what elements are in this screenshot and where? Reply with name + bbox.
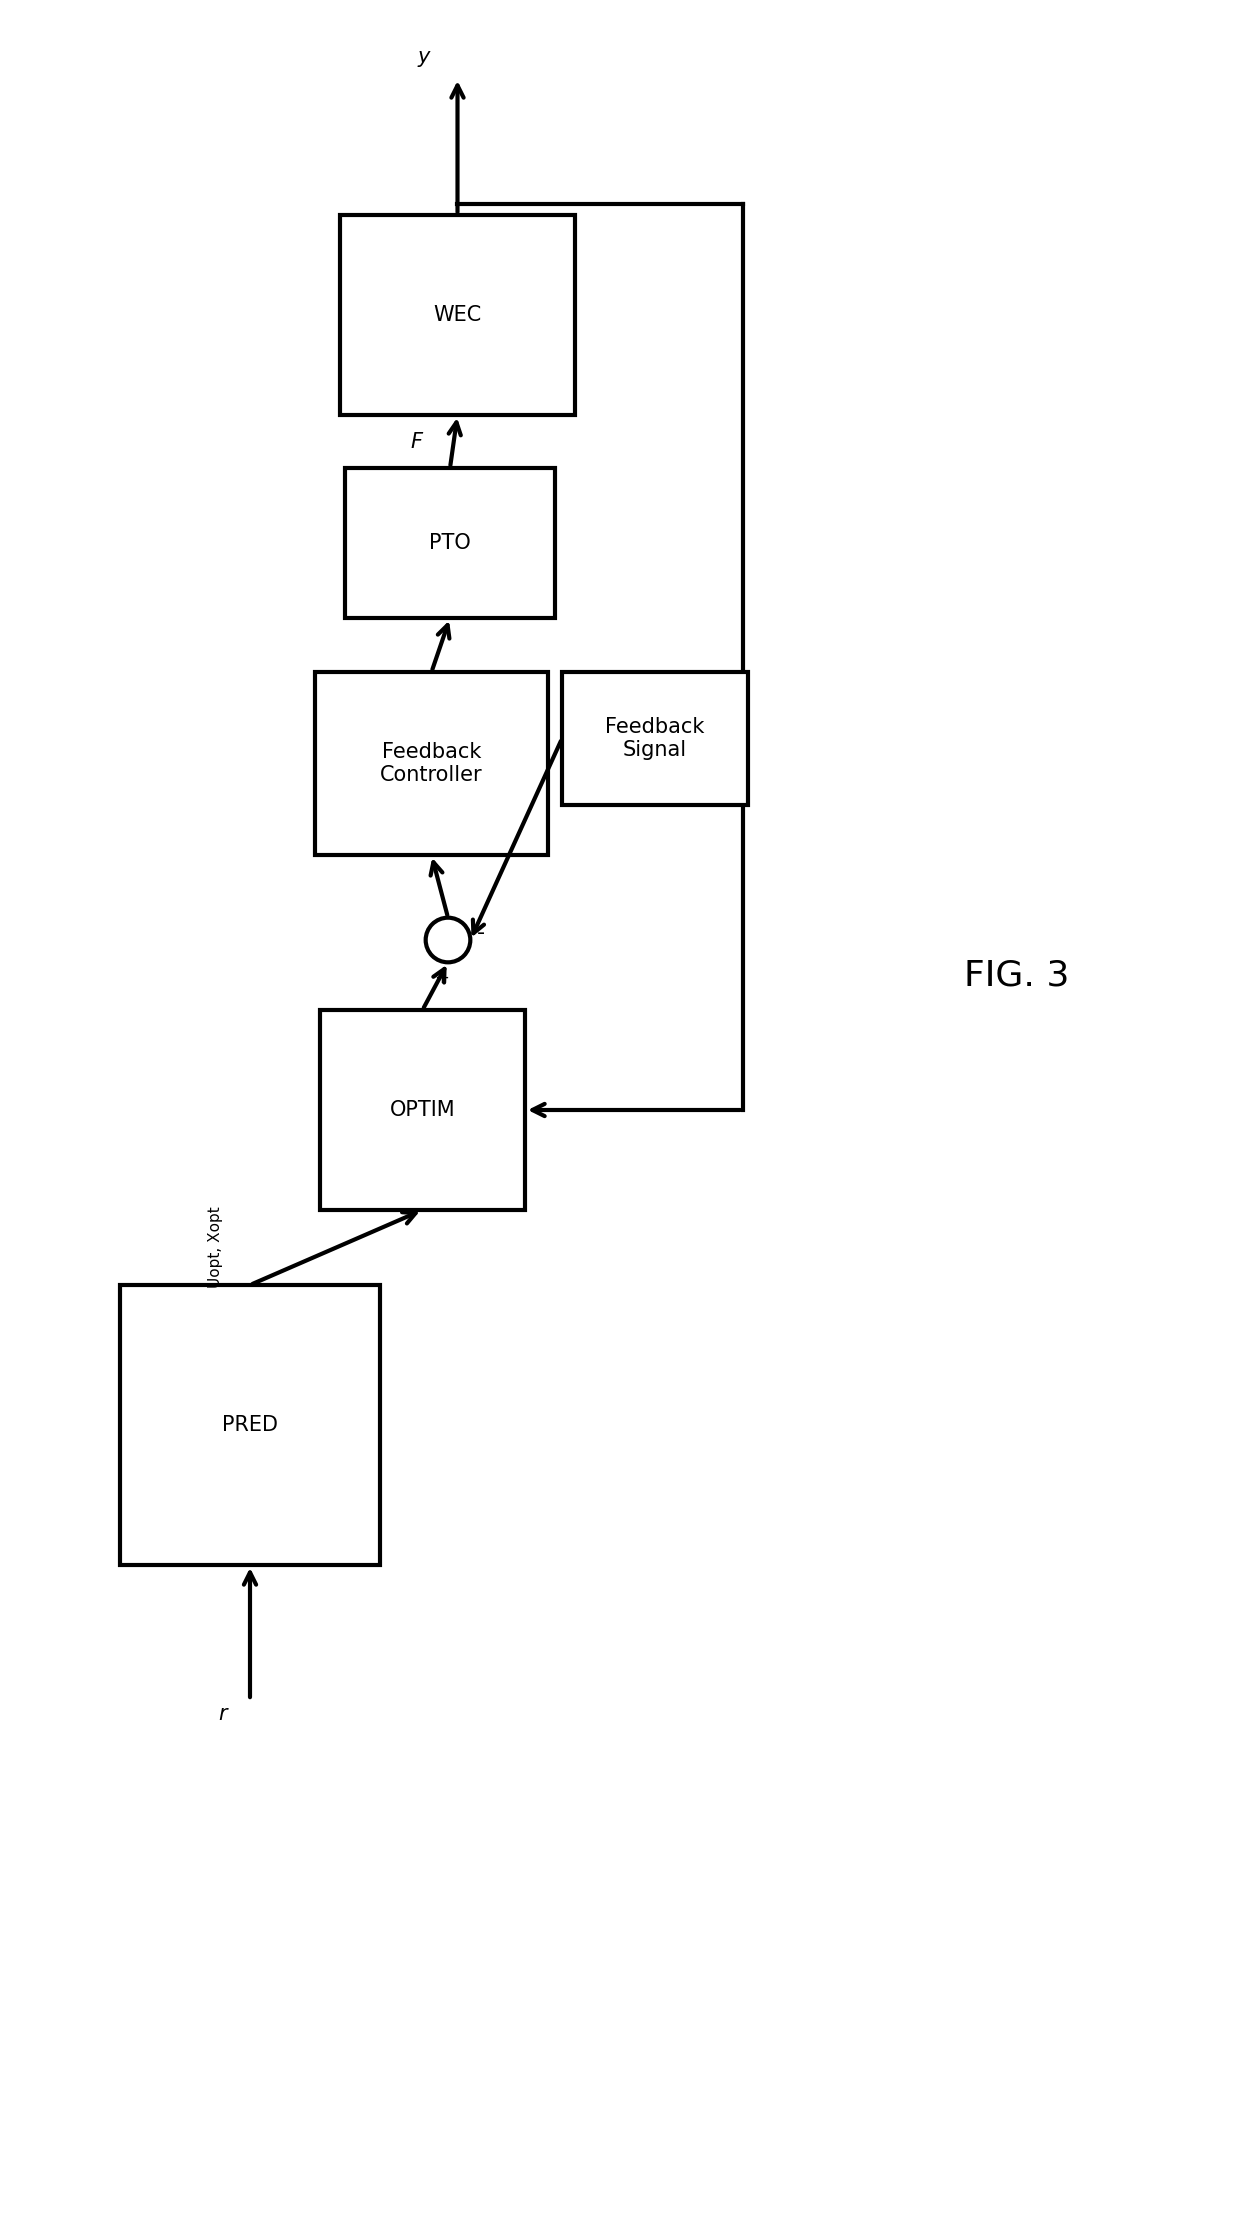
Bar (562, 672, 748, 805)
Text: Uopt, Xopt: Uopt, Xopt (208, 1207, 223, 1289)
Text: Feedback
Controller: Feedback Controller (381, 741, 482, 785)
Bar (120, 1284, 379, 1566)
Text: OPTIM: OPTIM (389, 1100, 455, 1120)
Text: F: F (410, 433, 423, 452)
Text: FIG. 3: FIG. 3 (965, 958, 1069, 994)
Bar (320, 1009, 525, 1211)
Bar (345, 468, 556, 619)
Text: PTO: PTO (429, 532, 471, 552)
Text: -: - (476, 923, 485, 943)
Text: y: y (418, 47, 430, 67)
Text: WEC: WEC (433, 306, 481, 326)
Bar (340, 215, 575, 415)
Bar (315, 672, 548, 854)
Text: r: r (218, 1703, 227, 1723)
Text: +: + (434, 969, 449, 987)
Text: PRED: PRED (222, 1415, 278, 1435)
Text: Feedback
Signal: Feedback Signal (605, 716, 704, 761)
